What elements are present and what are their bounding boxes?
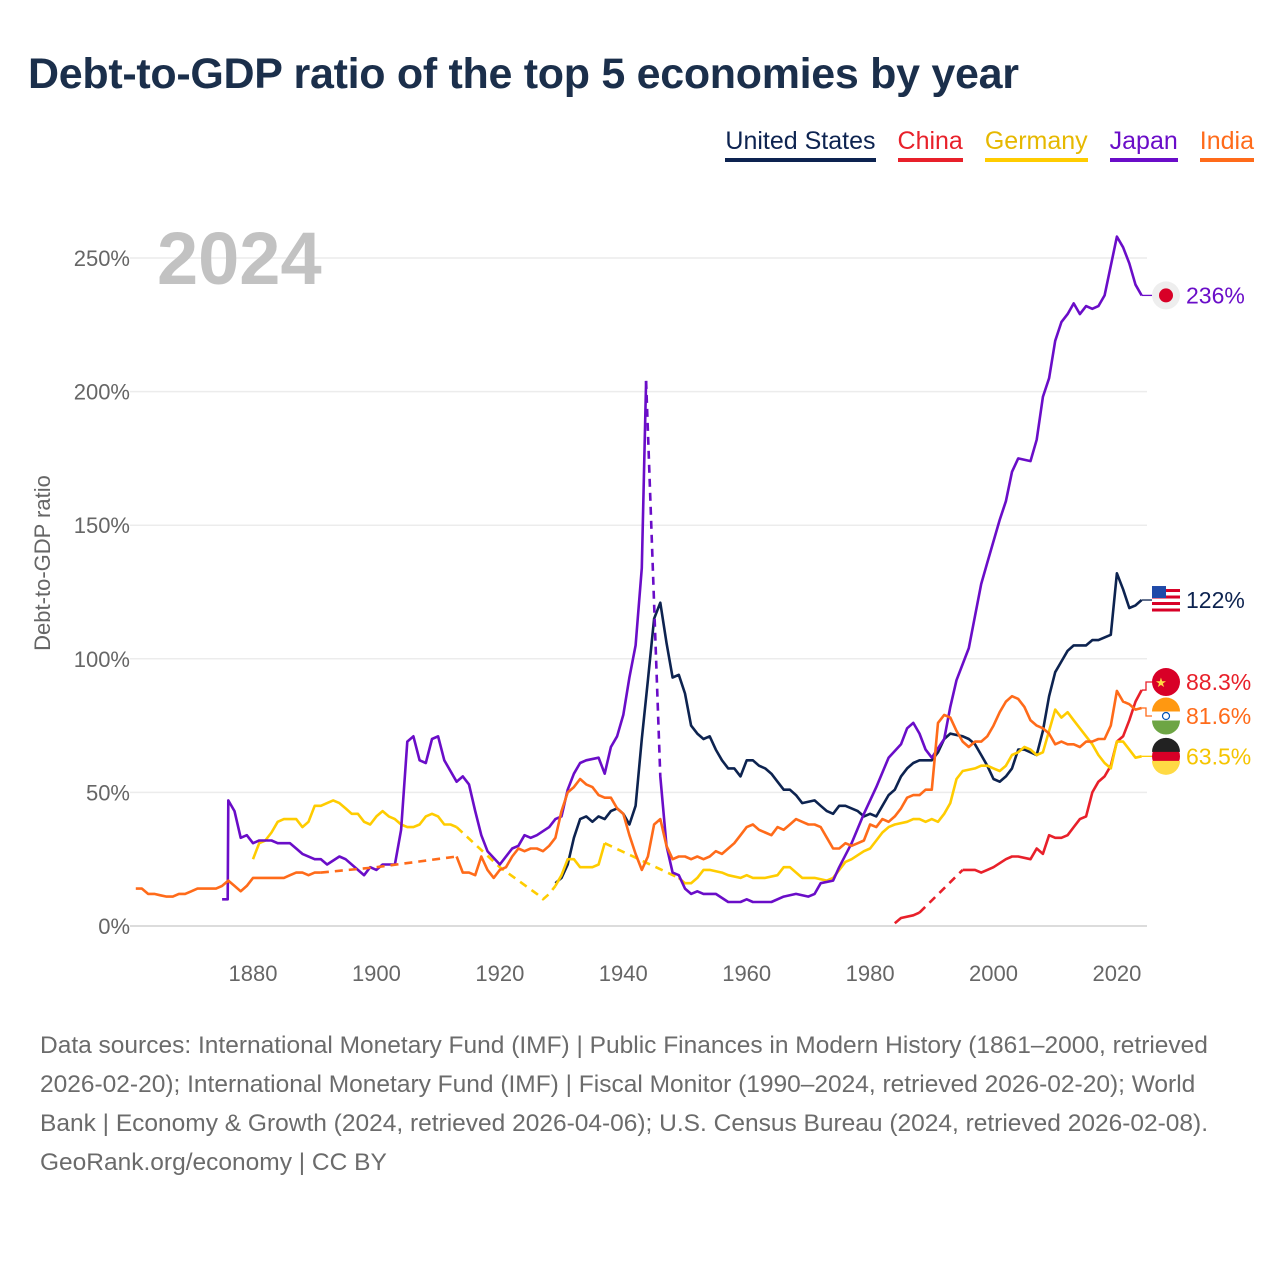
y-tick-label: 250% [74, 246, 130, 271]
series-jp [222, 235, 1143, 904]
chart-plot: 0% 50% 100% 150% 200% 250% 1880 1900 1920 1940 196… [30, 217, 1251, 986]
y-tick-label: 200% [74, 380, 130, 405]
series-line-solid [554, 842, 606, 887]
legend-item-jp[interactable]: Japan [1109, 126, 1178, 162]
x-tick-label: 1960 [722, 961, 771, 986]
x-tick-label: 1940 [599, 961, 648, 986]
legend-item-in[interactable]: India [1199, 126, 1254, 162]
x-tick-label: 2020 [1092, 961, 1141, 986]
de-flag-icon [1152, 737, 1181, 775]
data-sources: Data sources: International Monetary Fun… [40, 1032, 1209, 1137]
end-value-label: 88.3% [1186, 669, 1251, 695]
flag-canton [1152, 586, 1166, 599]
x-tick-label: 2000 [969, 961, 1018, 986]
footer: Data sources: International Monetary Fun… [40, 1026, 1240, 1182]
x-tick-label: 1980 [846, 961, 895, 986]
end-label-us: 122% [1141, 586, 1245, 615]
legend-item-de[interactable]: Germany [984, 126, 1088, 162]
y-tick-label: 50% [86, 780, 130, 805]
series-line-solid [455, 689, 1142, 880]
legend-item-us[interactable]: United States [725, 126, 876, 162]
us-flag-icon [1152, 586, 1180, 615]
end-label-in: 81.6% [1141, 697, 1251, 735]
series-line-solid [251, 799, 458, 860]
flag-black [1152, 737, 1181, 752]
y-tick-label: 0% [98, 914, 130, 939]
flag-stripe [1152, 602, 1180, 606]
flag-bg [1152, 668, 1180, 697]
end-value-label: 81.6% [1186, 703, 1251, 729]
end-value-label: 236% [1186, 282, 1245, 308]
series-in [135, 689, 1142, 898]
flag-disc [1159, 288, 1173, 303]
series-line-solid [677, 708, 1142, 885]
connector-line [1141, 707, 1152, 717]
flag-gold [1152, 760, 1181, 775]
series-line-dashed [455, 826, 557, 901]
in-flag-icon [1152, 697, 1181, 735]
flag-chakra [1161, 711, 1171, 721]
series-line-dashed [320, 855, 457, 874]
connector-line [1141, 681, 1152, 691]
flag-stripe [1152, 608, 1180, 612]
jp-flag-icon [1152, 281, 1180, 310]
series-line-solid [659, 235, 1143, 904]
end-value-label: 63.5% [1186, 743, 1251, 769]
legend: United States China Germany Japan India [725, 126, 1254, 162]
end-label-cn: ★ 88.3% [1141, 668, 1251, 697]
series-line-solid [222, 380, 648, 901]
series-line-dashed [918, 868, 964, 914]
chart-title: Debt-to-GDP ratio of the top 5 economies… [28, 50, 1019, 98]
series-cn [893, 689, 1143, 925]
series-line-dashed [644, 380, 662, 777]
legend-item-cn[interactable]: China [897, 126, 963, 162]
credit-link[interactable]: GeoRank.org/economy | CC BY [40, 1149, 387, 1176]
y-axis-label: Debt-to-GDP ratio [30, 475, 55, 651]
end-value-label: 122% [1186, 587, 1245, 613]
series-line-solid [893, 911, 921, 925]
cn-flag-icon: ★ [1152, 668, 1180, 697]
series-line-solid [135, 871, 321, 898]
end-label-de: 63.5% [1141, 737, 1251, 775]
flag-green [1152, 720, 1181, 735]
y-tick-label: 100% [74, 647, 130, 672]
x-tick-label: 1920 [475, 961, 524, 986]
end-label-jp: 236% [1141, 281, 1245, 310]
series-de [251, 708, 1142, 901]
y-tick-label: 150% [74, 513, 130, 538]
flag-saffron [1152, 697, 1181, 712]
x-tick-label: 1900 [352, 961, 401, 986]
x-tick-label: 1880 [229, 961, 278, 986]
flag-star: ★ [1155, 675, 1167, 690]
year-label: 2024 [157, 217, 322, 300]
